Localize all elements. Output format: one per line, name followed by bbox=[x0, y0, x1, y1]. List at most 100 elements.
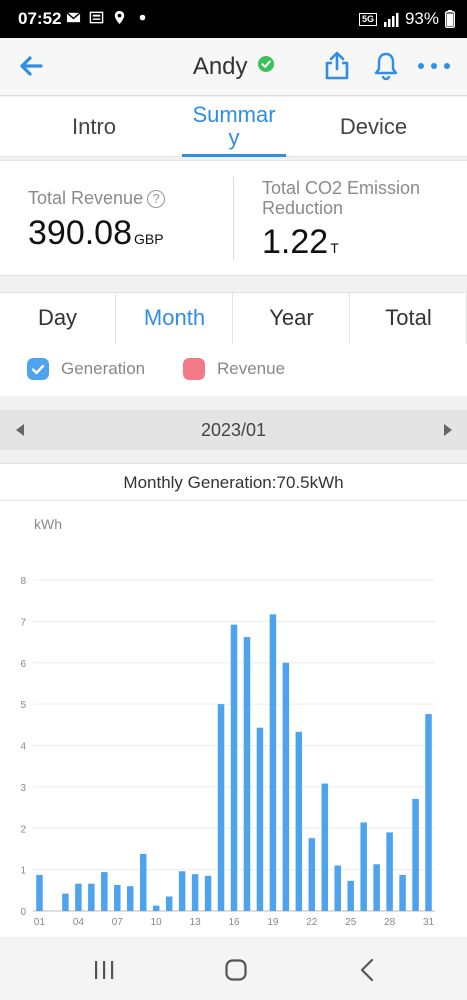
revenue-checkbox-icon[interactable] bbox=[183, 358, 205, 380]
period-selector: Day Month Year Total bbox=[0, 292, 467, 345]
x-tick-label: 25 bbox=[345, 917, 357, 928]
bar-15[interactable] bbox=[217, 704, 225, 912]
bar-08[interactable] bbox=[127, 886, 134, 911]
tab-device[interactable]: Device bbox=[339, 114, 408, 139]
y-tick-label: 5 bbox=[20, 700, 26, 711]
summary-panel: Total Revenue? 390.08 GBP Total CO2 Emiss… bbox=[0, 160, 467, 276]
bar-31[interactable] bbox=[425, 714, 432, 911]
active-tab-indicator bbox=[182, 154, 286, 157]
bar-22[interactable] bbox=[308, 838, 316, 911]
co2-value: 1.22 T bbox=[262, 223, 339, 262]
x-tick-label: 10 bbox=[151, 917, 163, 928]
bar-06[interactable] bbox=[101, 872, 108, 911]
legend-revenue-label: Revenue bbox=[217, 359, 286, 378]
co2-label: Total CO2 Emission Reduction bbox=[262, 178, 421, 218]
bar-29[interactable] bbox=[399, 875, 406, 911]
bell-icon[interactable] bbox=[371, 50, 401, 82]
generation-checkbox-icon[interactable] bbox=[27, 358, 49, 380]
revenue-amount: 390.08 bbox=[28, 214, 132, 252]
x-tick-label: 13 bbox=[190, 917, 202, 928]
co2-unit: T bbox=[330, 240, 339, 256]
bar-20[interactable] bbox=[282, 662, 290, 911]
x-tick-label: 04 bbox=[73, 917, 85, 928]
tab-bar: Intro Summar y Device bbox=[0, 97, 467, 157]
back-arrow-icon[interactable] bbox=[16, 51, 46, 81]
back-nav-icon[interactable] bbox=[352, 954, 384, 986]
y-tick-label: 2 bbox=[20, 824, 26, 835]
system-nav-bar bbox=[0, 940, 467, 1000]
summary-divider bbox=[233, 177, 234, 261]
bar-17[interactable] bbox=[243, 637, 251, 911]
status-bar: 07:52 5G 93% bbox=[0, 0, 467, 38]
bar-25[interactable] bbox=[347, 880, 354, 911]
bar-13[interactable] bbox=[191, 874, 199, 911]
recent-apps-icon[interactable] bbox=[88, 954, 120, 986]
bar-24[interactable] bbox=[334, 865, 341, 911]
bar-28[interactable] bbox=[386, 832, 393, 911]
y-tick-label: 7 bbox=[20, 617, 26, 628]
revenue-value: 390.08 GBP bbox=[28, 214, 164, 253]
y-tick-label: 0 bbox=[20, 907, 26, 918]
date-selector: 2023/01 bbox=[0, 410, 467, 450]
x-tick-label: 28 bbox=[384, 917, 396, 928]
help-icon[interactable]: ? bbox=[147, 190, 166, 208]
bar-11[interactable] bbox=[165, 896, 173, 911]
bar-18[interactable] bbox=[256, 727, 264, 911]
period-total[interactable]: Total bbox=[351, 293, 467, 345]
location-icon bbox=[114, 10, 125, 25]
y-axis-unit: kWh bbox=[34, 516, 62, 532]
period-year[interactable]: Year bbox=[234, 293, 350, 345]
period-day[interactable]: Day bbox=[0, 293, 116, 345]
x-tick-label: 19 bbox=[267, 917, 279, 928]
x-tick-label: 16 bbox=[228, 917, 240, 928]
x-tick-label: 31 bbox=[423, 917, 435, 928]
next-month-icon[interactable] bbox=[441, 422, 455, 438]
legend-generation[interactable]: Generation bbox=[27, 358, 145, 380]
prev-month-icon[interactable] bbox=[13, 422, 27, 438]
dot-icon bbox=[139, 14, 146, 21]
y-tick-label: 8 bbox=[20, 576, 26, 587]
page-title: Andy bbox=[0, 53, 467, 81]
bar-01[interactable] bbox=[36, 875, 43, 911]
bar-27[interactable] bbox=[373, 864, 380, 911]
co2-amount: 1.22 bbox=[262, 223, 329, 261]
battery-icon bbox=[445, 10, 455, 28]
bar-05[interactable] bbox=[88, 883, 95, 911]
selected-date[interactable]: 2023/01 bbox=[200, 420, 267, 440]
share-icon[interactable] bbox=[322, 50, 352, 82]
bar-19[interactable] bbox=[269, 614, 277, 911]
bar-12[interactable] bbox=[178, 871, 186, 911]
bar-03[interactable] bbox=[62, 893, 69, 911]
battery-level: 93% bbox=[404, 9, 439, 28]
y-tick-label: 1 bbox=[20, 866, 26, 877]
chart-title: Monthly Generation:70.5kWh bbox=[0, 464, 467, 501]
bar-26[interactable] bbox=[360, 822, 367, 911]
revenue-label: Total Revenue? bbox=[28, 188, 166, 208]
plant-name: Andy bbox=[192, 53, 248, 80]
legend-revenue[interactable]: Revenue bbox=[183, 358, 285, 380]
bar-21[interactable] bbox=[295, 731, 303, 911]
bar-16[interactable] bbox=[230, 624, 238, 911]
y-tick-label: 6 bbox=[20, 659, 26, 670]
more-options-icon[interactable] bbox=[416, 50, 452, 82]
bar-30[interactable] bbox=[412, 798, 419, 911]
x-tick-label: 01 bbox=[34, 917, 46, 928]
bar-14[interactable] bbox=[204, 875, 212, 911]
home-icon[interactable] bbox=[220, 954, 252, 986]
bar-10[interactable] bbox=[152, 905, 160, 911]
y-tick-label: 4 bbox=[20, 742, 26, 753]
legend-generation-label: Generation bbox=[61, 359, 146, 378]
bar-07[interactable] bbox=[114, 884, 121, 911]
notification-icons bbox=[66, 10, 150, 25]
bar-23[interactable] bbox=[321, 783, 329, 911]
tab-intro[interactable]: Intro bbox=[71, 114, 117, 139]
status-time: 07:52 bbox=[18, 9, 62, 28]
period-month[interactable]: Month bbox=[117, 293, 233, 345]
tab-summary[interactable]: Summar y bbox=[192, 102, 276, 150]
y-tick-label: 3 bbox=[20, 783, 26, 794]
bar-04[interactable] bbox=[75, 883, 82, 911]
mail-icon bbox=[66, 12, 81, 23]
revenue-label-text: Total Revenue bbox=[28, 188, 144, 208]
bar-09[interactable] bbox=[139, 853, 147, 911]
